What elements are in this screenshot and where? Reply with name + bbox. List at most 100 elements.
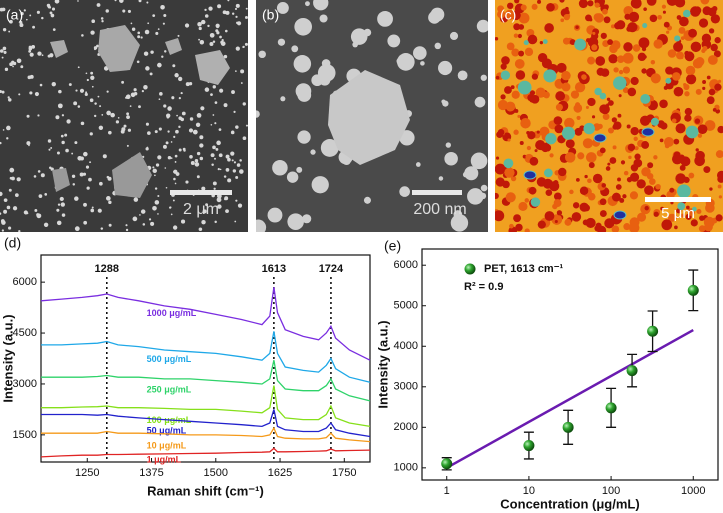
particle <box>223 54 228 59</box>
particle <box>280 96 286 102</box>
spectrum <box>41 426 371 443</box>
map-spot <box>517 33 523 39</box>
particle <box>225 10 230 15</box>
particle <box>49 166 52 169</box>
map-spot <box>574 38 587 51</box>
particle <box>276 2 289 14</box>
map-spot <box>643 7 647 11</box>
map-spot <box>659 138 664 143</box>
particle <box>445 142 451 148</box>
particle <box>165 141 169 145</box>
particle <box>157 213 159 215</box>
particle <box>126 115 130 120</box>
map-spot <box>611 117 618 123</box>
particle <box>231 12 235 15</box>
x-tick-label: 1250 <box>75 467 99 479</box>
particle <box>231 90 235 94</box>
particle <box>48 148 51 151</box>
map-spot <box>587 97 596 107</box>
map-spot <box>715 150 723 159</box>
map-spot <box>594 225 601 232</box>
particle <box>146 1 149 4</box>
map-spot <box>641 47 647 52</box>
particle <box>19 23 24 28</box>
particle <box>127 9 131 13</box>
flake <box>328 70 410 165</box>
map-spot <box>680 36 685 41</box>
particle <box>34 209 38 212</box>
particle <box>178 116 183 120</box>
map-spot <box>626 124 631 129</box>
map-spot <box>623 223 631 231</box>
map-spot <box>509 223 514 229</box>
map-spot <box>542 178 553 189</box>
particle <box>165 186 168 189</box>
map-spot <box>710 43 718 52</box>
particle <box>96 44 99 48</box>
map-spot <box>706 96 715 105</box>
map-spot <box>608 54 618 64</box>
particle <box>227 157 231 162</box>
particle <box>90 75 95 80</box>
map-spot <box>626 26 632 32</box>
particle <box>363 196 371 204</box>
particle <box>174 182 177 185</box>
particle <box>115 120 120 124</box>
map-spot <box>560 18 565 23</box>
particle <box>64 133 68 137</box>
map-spot <box>583 122 595 135</box>
particle <box>450 214 469 232</box>
x-tick-label: 100 <box>602 485 620 497</box>
map-spot <box>559 0 565 3</box>
particle <box>235 199 238 202</box>
particle <box>170 141 173 143</box>
map-spot <box>517 7 522 13</box>
particle <box>216 31 220 35</box>
map-spot <box>671 72 681 81</box>
map-spot <box>585 14 592 22</box>
particle <box>430 7 445 22</box>
particle <box>217 167 220 171</box>
map-spot <box>641 167 651 177</box>
y-tick-label: 4500 <box>13 327 37 339</box>
map-spot <box>704 120 716 131</box>
particle <box>91 19 96 24</box>
map-spot <box>685 67 693 75</box>
particle <box>84 92 88 97</box>
particle <box>18 229 21 232</box>
particle <box>150 221 155 226</box>
particle <box>0 49 4 53</box>
particle <box>93 114 97 118</box>
map-spot <box>632 44 641 52</box>
map-spot <box>500 94 506 100</box>
particle <box>61 213 66 217</box>
particle <box>23 210 28 215</box>
map-spot <box>683 83 690 91</box>
particle <box>302 214 312 224</box>
map-spot <box>626 176 633 183</box>
map-spot <box>690 41 702 53</box>
particle <box>235 15 238 18</box>
point <box>441 458 453 470</box>
map-spot <box>702 45 708 52</box>
map-spot <box>534 149 538 153</box>
particle <box>161 55 164 58</box>
particle <box>93 46 98 50</box>
particle <box>140 36 143 39</box>
particle <box>133 88 137 92</box>
map-spot <box>544 168 553 178</box>
particle <box>110 112 115 118</box>
map-spot <box>585 217 596 228</box>
map-spot <box>694 155 705 167</box>
map-spot <box>627 143 636 152</box>
particle <box>182 147 186 151</box>
panel-label: (e) <box>384 238 401 254</box>
map-spot <box>671 118 677 124</box>
point <box>562 421 574 433</box>
particle <box>44 193 48 196</box>
particle <box>480 184 488 192</box>
map-spot <box>495 163 506 175</box>
map-spot <box>545 189 553 196</box>
map-spot <box>495 36 499 41</box>
map-spot <box>599 147 606 154</box>
